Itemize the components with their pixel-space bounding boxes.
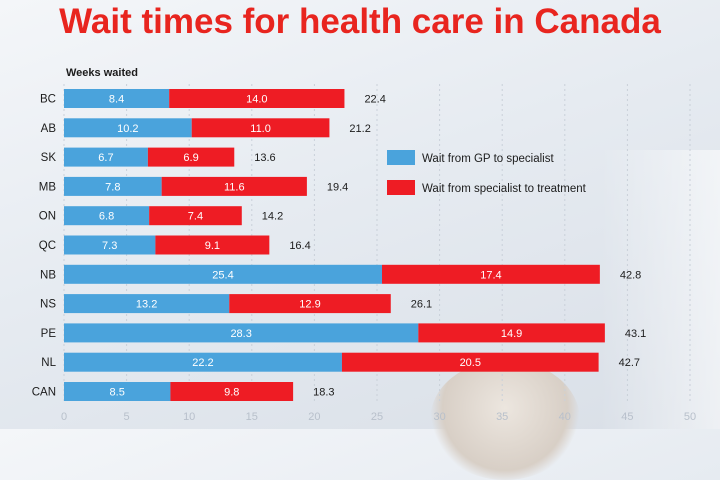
bar-specialist-to-treatment — [155, 235, 270, 255]
data-label-gp: 8.4 — [109, 94, 124, 106]
data-label-treatment: 6.9 — [183, 152, 198, 164]
category-label: NB — [40, 269, 56, 281]
total-label: 19.4 — [327, 181, 348, 193]
bar-specialist-to-treatment — [229, 294, 391, 314]
total-label: 26.1 — [411, 299, 432, 311]
data-label-treatment: 17.4 — [480, 269, 501, 281]
data-label-gp: 13.2 — [136, 299, 157, 311]
data-label-gp: 10.2 — [117, 123, 138, 135]
category-label: AB — [41, 123, 57, 135]
category-label: PE — [41, 328, 57, 340]
total-label: 21.2 — [349, 123, 370, 135]
x-ticks: 0 5 10 15 20 25 30 35 40 45 50 — [61, 411, 696, 423]
category-label: NL — [41, 357, 56, 369]
x-tick-label: 45 — [621, 411, 633, 423]
bar-specialist-to-treatment — [191, 118, 330, 138]
total-label: 14.2 — [262, 211, 283, 223]
data-label-gp: 6.8 — [99, 211, 114, 223]
total-label: 22.4 — [364, 94, 385, 106]
category-label: NS — [40, 299, 56, 311]
category-label: MB — [39, 181, 57, 193]
bar-specialist-to-treatment — [149, 206, 242, 226]
data-label-gp: 8.5 — [110, 387, 125, 399]
total-label: 16.4 — [289, 240, 310, 252]
category-label: SK — [41, 152, 57, 164]
bar-gp-to-specialist — [64, 264, 383, 284]
data-label-gp: 25.4 — [212, 269, 233, 281]
data-label-gp: 6.7 — [98, 152, 113, 164]
x-tick-label: 0 — [61, 411, 67, 423]
bar-specialist-to-treatment — [418, 323, 605, 343]
bar-gp-to-specialist — [64, 352, 342, 372]
bar-specialist-to-treatment — [169, 89, 345, 108]
y-axis-label: Weeks waited — [66, 67, 138, 79]
x-tick-label: 35 — [496, 411, 508, 423]
bar-gp-to-specialist — [64, 206, 150, 226]
data-label-gp: 7.8 — [105, 181, 120, 193]
x-tick-label: 10 — [183, 411, 195, 423]
data-label-treatment: 7.4 — [188, 211, 203, 223]
data-label-gp: 7.3 — [102, 240, 117, 252]
bar-specialist-to-treatment — [341, 352, 599, 372]
bar-specialist-to-treatment — [382, 264, 600, 284]
bar-gp-to-specialist — [64, 118, 192, 138]
data-label-treatment: 9.8 — [224, 387, 239, 399]
legend-swatch — [387, 180, 415, 195]
data-label-treatment: 14.9 — [501, 328, 522, 340]
data-label-treatment: 11.6 — [224, 181, 245, 193]
legend-swatch — [387, 150, 415, 165]
bar-gp-to-specialist — [64, 235, 156, 255]
data-label-treatment: 20.5 — [460, 357, 481, 369]
x-tick-label: 25 — [371, 411, 383, 423]
total-label: 42.8 — [620, 269, 641, 281]
bar-specialist-to-treatment — [147, 147, 235, 167]
bar-specialist-to-treatment — [161, 176, 307, 196]
category-label: QC — [39, 240, 56, 252]
total-label: 18.3 — [313, 387, 334, 399]
bar-gp-to-specialist — [64, 382, 171, 401]
data-label-treatment: 12.9 — [299, 299, 320, 311]
bar-gp-to-specialist — [64, 294, 230, 314]
bar-gp-to-specialist — [64, 89, 170, 108]
x-tick-label: 50 — [684, 411, 696, 423]
data-label-treatment: 14.0 — [246, 94, 267, 106]
bar-gp-to-specialist — [64, 176, 162, 196]
x-tick-label: 30 — [433, 411, 445, 423]
category-label: CAN — [32, 387, 56, 399]
x-tick-label: 15 — [246, 411, 258, 423]
category-label: BC — [40, 94, 56, 106]
data-label-gp: 28.3 — [230, 328, 251, 340]
data-label-treatment: 9.1 — [205, 240, 220, 252]
legend-label: Wait from GP to specialist — [422, 153, 554, 165]
x-tick-label: 5 — [124, 411, 130, 423]
legend-label: Wait from specialist to treatment — [422, 183, 587, 195]
category-label: ON — [39, 211, 56, 223]
x-tick-label: 40 — [559, 411, 571, 423]
bar-specialist-to-treatment — [170, 382, 294, 401]
bar-gp-to-specialist — [64, 323, 419, 343]
data-label-gp: 22.2 — [192, 357, 213, 369]
total-label: 42.7 — [619, 357, 640, 369]
x-tick-label: 20 — [308, 411, 320, 423]
legend: Wait from GP to specialist Wait from spec… — [387, 150, 587, 195]
total-label: 13.6 — [254, 152, 275, 164]
wait-times-chart: Weeks waited BC 8.4 14.0 22.4 AB 10.2 11.0 21.2… — [32, 67, 696, 423]
bar-gp-to-specialist — [64, 147, 148, 167]
data-label-treatment: 11.0 — [250, 123, 271, 135]
total-label: 43.1 — [625, 328, 646, 340]
bars-group: BC 8.4 14.0 22.4 AB 10.2 11.0 21.2 SK 6.7 6.9 13.6 M… — [32, 89, 646, 401]
chart-title: Wait times for health care in Canada — [59, 2, 661, 41]
